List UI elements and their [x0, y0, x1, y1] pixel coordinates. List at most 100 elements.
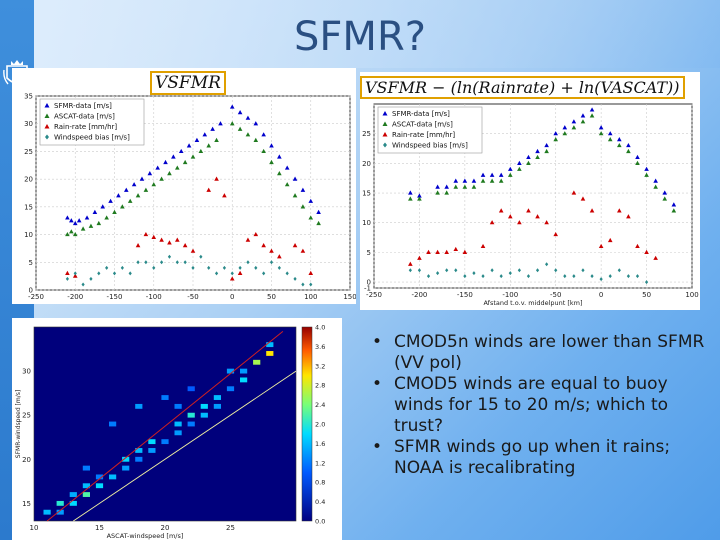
data-point	[517, 220, 522, 225]
data-point	[644, 249, 649, 254]
data-point	[580, 113, 586, 118]
data-point	[308, 270, 314, 275]
data-point	[426, 249, 431, 254]
page-title: SFMR?	[294, 14, 426, 60]
data-point	[526, 160, 531, 165]
data-point	[207, 265, 211, 270]
heatmap-chart: 10 15 20 25 15 20 25 30 ASCAT-windspeed [m/s] SFM…	[15, 324, 325, 540]
x-tick-label: -50	[550, 291, 561, 299]
data-point	[535, 268, 540, 273]
data-point	[108, 198, 113, 203]
y-tick-label: 15	[362, 190, 371, 198]
data-point	[444, 184, 449, 189]
data-point	[131, 182, 137, 187]
data-point	[245, 237, 251, 242]
heatmap-cell	[56, 509, 64, 515]
data-point	[301, 282, 305, 287]
legend-marker	[44, 124, 50, 129]
data-point	[190, 154, 196, 159]
data-point	[155, 165, 160, 170]
data-point	[143, 187, 149, 192]
data-point	[202, 132, 208, 137]
data-point	[480, 178, 486, 183]
data-point	[261, 132, 266, 137]
data-point	[246, 260, 250, 265]
y-tick-label: 5	[367, 249, 371, 257]
heatmap-cell	[148, 439, 156, 445]
data-point	[480, 243, 486, 249]
data-point	[581, 268, 585, 273]
series-bias	[65, 254, 313, 287]
data-point	[167, 254, 172, 259]
series-sfmr	[65, 104, 321, 226]
data-point	[277, 265, 281, 270]
heatmap-cell	[226, 386, 235, 392]
x-tick-label: -100	[146, 293, 162, 301]
data-point	[444, 249, 449, 254]
data-point	[65, 231, 70, 237]
data-point	[190, 248, 196, 253]
data-point	[92, 209, 98, 214]
data-point	[144, 260, 148, 265]
x-tick-label: 10	[30, 524, 39, 532]
y-tick-label: 25	[24, 148, 33, 156]
data-point	[237, 110, 243, 115]
data-point	[607, 237, 613, 243]
data-point	[662, 190, 668, 195]
legend-marker	[44, 103, 50, 108]
data-point	[269, 159, 274, 165]
data-point	[653, 184, 658, 189]
series-ascat	[408, 113, 677, 213]
y-tick-label: 35	[24, 93, 33, 101]
data-point	[580, 119, 586, 124]
x-tick-label: -200	[411, 291, 427, 299]
legend-marker	[382, 111, 388, 116]
colorbar	[301, 326, 313, 522]
data-point	[309, 282, 313, 287]
x-axis-label: ASCAT-windspeed [m/s]	[107, 532, 184, 540]
y-tick-label: 0	[29, 287, 33, 295]
data-point	[626, 274, 630, 279]
x-tick-label: 25	[226, 524, 235, 532]
data-point	[435, 184, 440, 189]
data-point	[214, 271, 219, 276]
y-tick-label: -1	[364, 285, 371, 293]
y-tick-label: 0	[367, 279, 371, 287]
heatmap-cell	[174, 403, 182, 409]
data-point	[284, 182, 290, 187]
title-band	[34, 0, 720, 68]
y-axis-label: SFMR-windspeed [m/s]	[15, 390, 22, 458]
heatmap-cell	[226, 368, 235, 374]
heatmap-cell	[43, 509, 51, 515]
data-point	[218, 121, 223, 126]
colorbar-tick-label: 2.8	[315, 382, 325, 390]
data-point	[116, 193, 121, 198]
data-point	[100, 204, 106, 209]
data-point	[159, 176, 164, 181]
heatmap-cell	[174, 421, 182, 427]
data-point	[308, 215, 314, 220]
data-point	[644, 280, 649, 285]
data-point	[553, 131, 559, 136]
data-point	[253, 231, 259, 237]
data-point	[128, 271, 132, 276]
data-point	[644, 172, 649, 177]
heatmap-cell	[82, 465, 91, 471]
x-tick-label: -150	[107, 293, 123, 301]
heatmap-cell	[122, 456, 130, 462]
data-point	[453, 246, 459, 252]
heatmap-cell	[200, 403, 208, 409]
data-point	[417, 255, 422, 260]
data-point	[435, 249, 440, 254]
data-point	[237, 126, 243, 131]
heatmap-cell	[122, 465, 130, 471]
heatmap-cell	[135, 403, 143, 409]
data-point	[292, 193, 298, 198]
data-point	[72, 273, 78, 278]
data-point	[175, 260, 179, 265]
data-point	[222, 265, 226, 270]
data-point	[277, 171, 282, 176]
y-tick-label: 10	[24, 231, 33, 239]
legend-label: Rain-rate [mm/hr]	[54, 123, 117, 131]
data-point	[292, 243, 298, 248]
